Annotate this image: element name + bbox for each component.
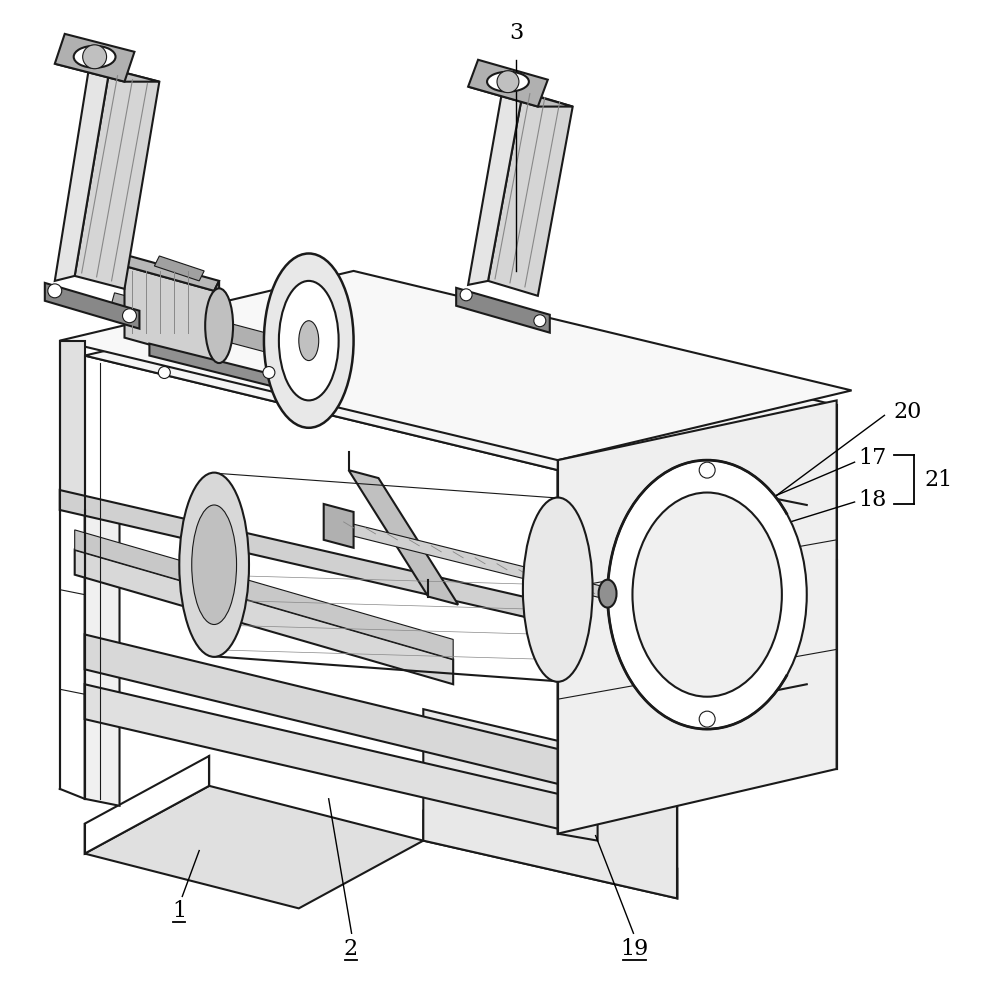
- Ellipse shape: [299, 321, 319, 361]
- Polygon shape: [468, 60, 548, 107]
- Text: 3: 3: [509, 22, 523, 44]
- Ellipse shape: [487, 72, 529, 92]
- Polygon shape: [85, 684, 558, 829]
- Polygon shape: [488, 92, 573, 296]
- Polygon shape: [85, 513, 120, 806]
- Polygon shape: [110, 293, 284, 356]
- Polygon shape: [85, 634, 558, 784]
- Polygon shape: [349, 470, 458, 605]
- Ellipse shape: [179, 473, 249, 657]
- Polygon shape: [55, 64, 110, 281]
- Text: 17: 17: [859, 447, 886, 469]
- Polygon shape: [558, 405, 837, 624]
- Polygon shape: [85, 786, 423, 908]
- Polygon shape: [45, 283, 139, 329]
- Polygon shape: [85, 756, 209, 854]
- Polygon shape: [558, 553, 598, 841]
- Polygon shape: [214, 281, 219, 363]
- Polygon shape: [423, 709, 677, 898]
- Polygon shape: [85, 291, 837, 470]
- Circle shape: [83, 45, 107, 69]
- Ellipse shape: [599, 580, 617, 608]
- Text: 19: 19: [621, 938, 648, 960]
- Text: 18: 18: [859, 489, 886, 511]
- Polygon shape: [75, 69, 159, 289]
- Polygon shape: [85, 356, 558, 624]
- Ellipse shape: [264, 253, 354, 428]
- Text: 2: 2: [344, 938, 358, 960]
- Polygon shape: [149, 344, 289, 390]
- Polygon shape: [329, 518, 608, 600]
- Ellipse shape: [523, 498, 593, 682]
- Ellipse shape: [632, 493, 782, 697]
- Polygon shape: [124, 266, 214, 363]
- Circle shape: [534, 315, 546, 327]
- Polygon shape: [468, 87, 573, 107]
- Circle shape: [48, 284, 62, 298]
- Polygon shape: [324, 504, 354, 548]
- Polygon shape: [60, 341, 85, 510]
- Circle shape: [263, 367, 275, 378]
- Text: 20: 20: [893, 401, 921, 423]
- Polygon shape: [124, 256, 219, 291]
- Circle shape: [460, 289, 472, 301]
- Text: 1: 1: [172, 900, 186, 922]
- Circle shape: [158, 367, 170, 378]
- Polygon shape: [60, 490, 558, 624]
- Polygon shape: [75, 550, 453, 684]
- Ellipse shape: [191, 505, 237, 624]
- Ellipse shape: [74, 46, 116, 68]
- Polygon shape: [75, 530, 453, 659]
- Circle shape: [497, 71, 519, 93]
- Ellipse shape: [279, 281, 339, 400]
- Polygon shape: [60, 271, 852, 460]
- Ellipse shape: [205, 288, 233, 363]
- Circle shape: [123, 309, 136, 323]
- Polygon shape: [55, 64, 159, 82]
- Polygon shape: [154, 256, 204, 281]
- Circle shape: [699, 711, 715, 727]
- Polygon shape: [55, 34, 134, 82]
- Polygon shape: [423, 811, 677, 898]
- Ellipse shape: [608, 460, 807, 729]
- Text: 21: 21: [924, 469, 952, 491]
- Circle shape: [699, 462, 715, 478]
- Polygon shape: [468, 87, 523, 285]
- Polygon shape: [558, 400, 837, 834]
- Polygon shape: [456, 288, 550, 333]
